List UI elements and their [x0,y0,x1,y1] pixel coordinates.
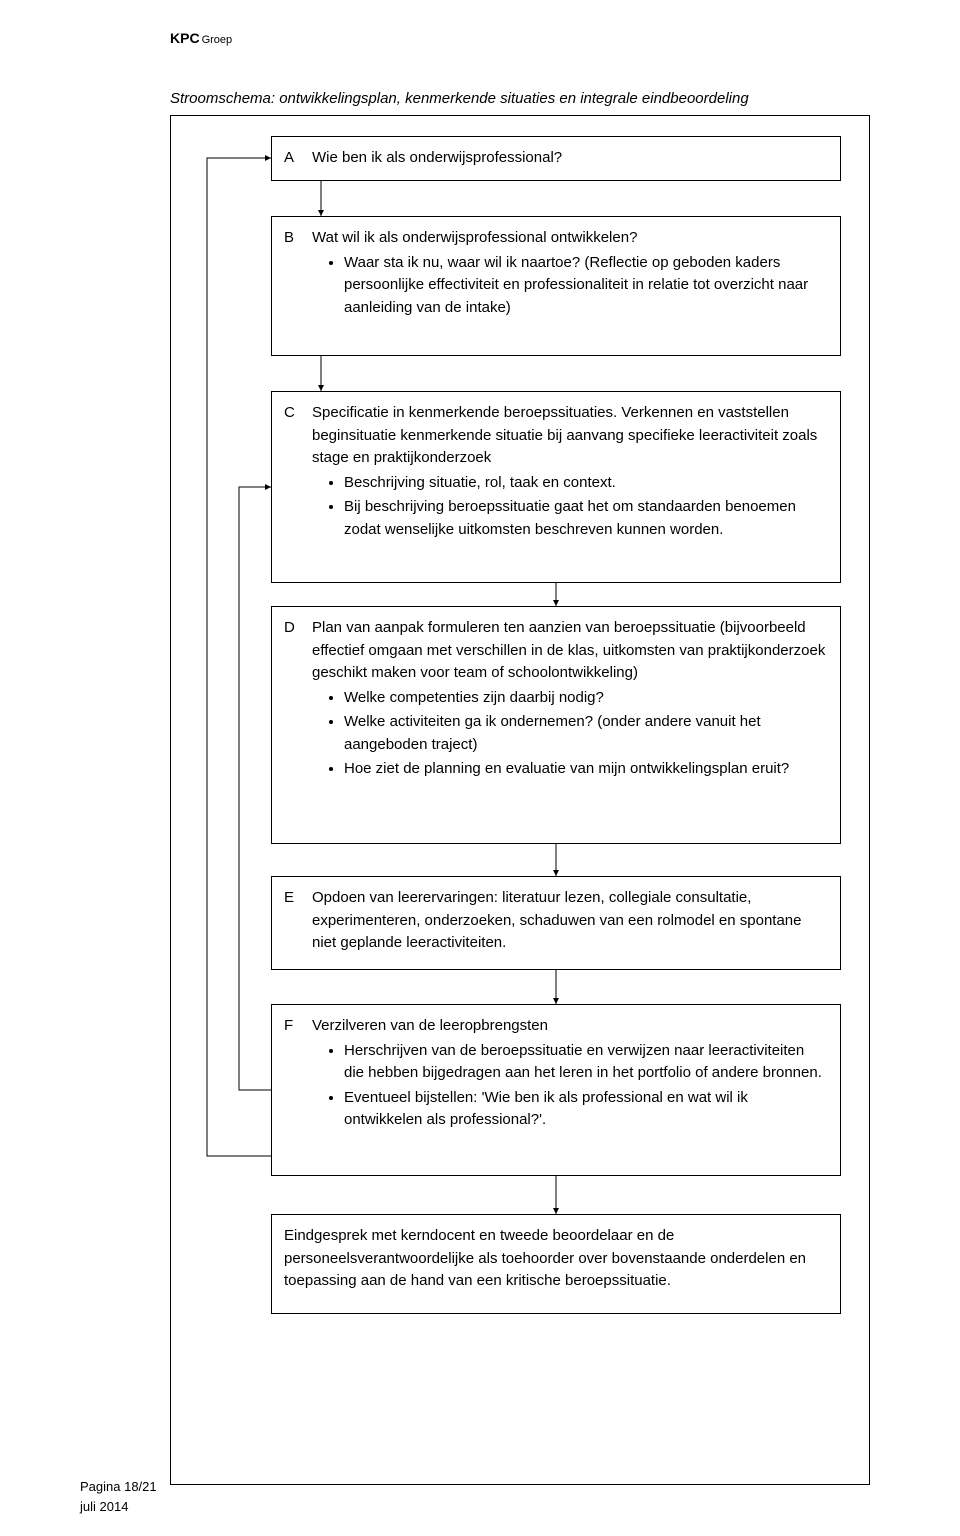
box-bullets: Herschrijven van de beroepssituatie en v… [312,1040,828,1132]
footer-page: Pagina 18/21 [80,1477,157,1497]
bullet-item: Beschrijving situatie, rol, taak en cont… [344,472,828,495]
flowchart-box-a: A Wie ben ik als onderwijsprofessional? [271,136,841,181]
page-title: Stroomschema: ontwikkelingsplan, kenmerk… [170,90,749,107]
bullet-item: Welke activiteiten ga ik ondernemen? (on… [344,711,828,756]
box-content: Wat wil ik als onderwijsprofessional ont… [312,227,828,319]
box-text: Plan van aanpak formuleren ten aanzien v… [312,619,825,681]
bullet-item: Welke competenties zijn daarbij nodig? [344,687,828,710]
box-text: Specificatie in kenmerkende beroepssitua… [312,404,817,466]
box-letter: A [284,147,294,170]
box-content: Wie ben ik als onderwijsprofessional? [312,147,828,170]
logo-main: KPC [170,30,200,46]
flowchart-box-b: B Wat wil ik als onderwijsprofessional o… [271,216,841,356]
box-bullets: Beschrijving situatie, rol, taak en cont… [312,472,828,542]
box-text: Opdoen van leerervaringen: literatuur le… [312,889,802,951]
box-letter: B [284,227,294,250]
box-text: Eindgesprek met kerndocent en tweede beo… [284,1227,806,1289]
box-bullets: Welke competenties zijn daarbij nodig? W… [312,687,828,781]
box-bullets: Waar sta ik nu, waar wil ik naartoe? (Re… [312,252,828,320]
box-letter: E [284,887,294,910]
box-text: Wat wil ik als onderwijsprofessional ont… [312,229,637,246]
flowchart-frame: A Wie ben ik als onderwijsprofessional? … [170,115,870,1485]
page-footer: Pagina 18/21 juli 2014 [80,1477,157,1516]
box-letter: F [284,1015,293,1038]
logo: KPCGroep [170,30,232,46]
bullet-item: Hoe ziet de planning en evaluatie van mi… [344,758,828,781]
box-letter: D [284,617,295,640]
box-letter: C [284,402,295,425]
box-text: Wie ben ik als onderwijsprofessional? [312,149,562,166]
footer-date: juli 2014 [80,1497,157,1517]
flowchart-box-final: Eindgesprek met kerndocent en tweede beo… [271,1214,841,1314]
box-content: Verzilveren van de leeropbrengsten Hersc… [312,1015,828,1132]
box-content: Specificatie in kenmerkende beroepssitua… [312,402,828,541]
bullet-item: Waar sta ik nu, waar wil ik naartoe? (Re… [344,252,828,320]
bullet-item: Bij beschrijving beroepssituatie gaat he… [344,496,828,541]
page: KPCGroep Stroomschema: ontwikkelingsplan… [0,0,960,1536]
bullet-item: Eventueel bijstellen: 'Wie ben ik als pr… [344,1087,828,1132]
flowchart-box-e: E Opdoen van leerervaringen: literatuur … [271,876,841,970]
box-content: Eindgesprek met kerndocent en tweede beo… [284,1225,828,1293]
flowchart-box-d: D Plan van aanpak formuleren ten aanzien… [271,606,841,844]
box-content: Plan van aanpak formuleren ten aanzien v… [312,617,828,781]
box-text: Verzilveren van de leeropbrengsten [312,1017,548,1034]
logo-sub: Groep [202,34,233,46]
flowchart-box-f: F Verzilveren van de leeropbrengsten Her… [271,1004,841,1176]
bullet-item: Herschrijven van de beroepssituatie en v… [344,1040,828,1085]
flowchart-box-c: C Specificatie in kenmerkende beroepssit… [271,391,841,583]
box-content: Opdoen van leerervaringen: literatuur le… [312,887,828,955]
